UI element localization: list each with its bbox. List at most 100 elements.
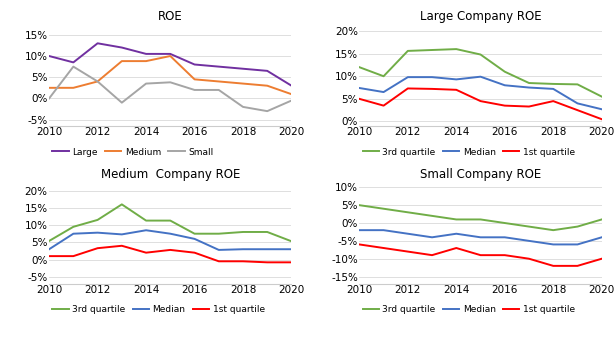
1st quartile (477, 99, 484, 103)
1st quartile (142, 251, 150, 255)
3rd quartile (429, 214, 436, 218)
Line: 3rd quartile: 3rd quartile (359, 205, 602, 230)
Line: Median: Median (359, 77, 602, 109)
Line: 1st quartile: 1st quartile (49, 246, 292, 262)
1st quartile (45, 254, 53, 258)
Large (94, 41, 101, 45)
Line: 3rd quartile: 3rd quartile (49, 204, 292, 241)
1st quartile (404, 86, 411, 91)
Median (380, 228, 387, 232)
Medium (94, 79, 101, 83)
Line: 1st quartile: 1st quartile (359, 89, 602, 119)
Large (142, 52, 150, 56)
Large (191, 62, 198, 66)
Median (598, 235, 605, 239)
Median (574, 242, 581, 246)
Median (526, 239, 533, 243)
Legend: Large, Medium, Small: Large, Medium, Small (49, 144, 217, 160)
Medium (288, 92, 295, 96)
Medium (69, 86, 77, 90)
Title: Small Company ROE: Small Company ROE (420, 168, 541, 181)
1st quartile (550, 264, 557, 268)
1st quartile (380, 246, 387, 250)
3rd quartile (429, 48, 436, 52)
Line: Median: Median (49, 230, 292, 250)
1st quartile (429, 253, 436, 257)
1st quartile (429, 87, 436, 91)
Medium (166, 54, 174, 58)
Large (166, 52, 174, 56)
3rd quartile (501, 221, 508, 225)
Small (191, 88, 198, 92)
Medium (263, 84, 271, 88)
Median (215, 248, 222, 252)
3rd quartile (550, 228, 557, 232)
Median (380, 90, 387, 94)
Medium (215, 79, 222, 83)
Median (526, 85, 533, 90)
3rd quartile (356, 203, 363, 207)
3rd quartile (118, 202, 125, 207)
3rd quartile (526, 225, 533, 229)
1st quartile (574, 264, 581, 268)
Small (263, 109, 271, 113)
Line: 3rd quartile: 3rd quartile (359, 49, 602, 97)
Median (45, 247, 53, 251)
Large (215, 65, 222, 69)
Small (45, 96, 53, 100)
1st quartile (477, 253, 484, 257)
Large (69, 60, 77, 64)
1st quartile (356, 242, 363, 246)
Legend: 3rd quartile, Median, 1st quartile: 3rd quartile, Median, 1st quartile (359, 144, 578, 160)
Title: Large Company ROE: Large Company ROE (420, 10, 542, 23)
3rd quartile (191, 231, 198, 236)
Line: Medium: Medium (49, 56, 292, 94)
3rd quartile (526, 81, 533, 85)
1st quartile (118, 244, 125, 248)
1st quartile (239, 259, 247, 263)
Legend: 3rd quartile, Median, 1st quartile: 3rd quartile, Median, 1st quartile (359, 302, 578, 318)
Median (550, 87, 557, 91)
1st quartile (380, 103, 387, 108)
3rd quartile (45, 239, 53, 243)
1st quartile (453, 88, 460, 92)
1st quartile (404, 249, 411, 254)
Line: 1st quartile: 1st quartile (359, 244, 602, 266)
Median (404, 232, 411, 236)
Median (356, 86, 363, 90)
3rd quartile (453, 47, 460, 51)
Line: Large: Large (49, 43, 292, 86)
1st quartile (215, 259, 222, 263)
1st quartile (166, 248, 174, 252)
1st quartile (526, 257, 533, 261)
3rd quartile (404, 49, 411, 53)
3rd quartile (598, 217, 605, 221)
Line: Median: Median (359, 230, 602, 244)
Medium (118, 59, 125, 63)
Median (429, 235, 436, 239)
1st quartile (94, 246, 101, 250)
Median (598, 107, 605, 111)
Median (404, 75, 411, 79)
3rd quartile (598, 94, 605, 99)
3rd quartile (166, 219, 174, 223)
Median (191, 237, 198, 241)
3rd quartile (94, 218, 101, 222)
Median (356, 228, 363, 232)
Median (166, 231, 174, 236)
Small (69, 65, 77, 69)
3rd quartile (239, 230, 247, 234)
1st quartile (263, 260, 271, 264)
3rd quartile (356, 65, 363, 69)
3rd quartile (142, 219, 150, 223)
Median (429, 75, 436, 79)
3rd quartile (550, 82, 557, 86)
1st quartile (598, 117, 605, 121)
3rd quartile (453, 217, 460, 221)
Medium (191, 77, 198, 81)
Median (94, 230, 101, 235)
3rd quartile (263, 230, 271, 234)
Small (142, 82, 150, 86)
1st quartile (526, 104, 533, 109)
Large (239, 67, 247, 71)
